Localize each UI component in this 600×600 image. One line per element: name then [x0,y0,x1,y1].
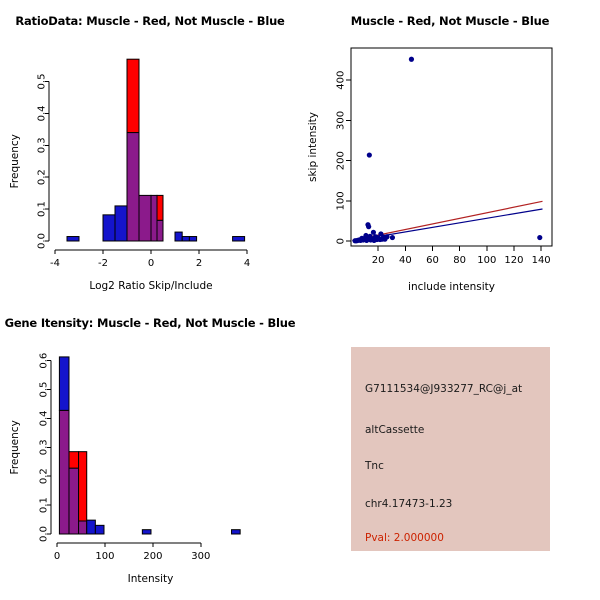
locus-label: chr4.17473-1.23 [365,498,453,510]
ratio-histogram-panel: RatioData: Muscle - Red, Not Muscle - Bl… [0,0,300,300]
x-axis-tick-label: 200 [143,551,162,562]
histogram-bar-not-muscle [66,236,80,242]
histogram-bar-muscle [126,58,140,134]
y-axis-tick-label: 0.6 [39,353,50,369]
histogram-bar-muscle [68,451,80,469]
histogram-bar-not-muscle [58,356,70,411]
histogram-bar-not-muscle [232,236,246,242]
histogram-bar-not-muscle [231,529,241,535]
scatter-point [366,224,372,230]
y-axis-tick-label: 0.0 [37,233,48,249]
x-axis-tick-label: 80 [453,255,466,266]
event-type-label: altCassette [365,424,425,436]
x-axis-tick-label: 0 [148,258,154,269]
x-axis-tick-label: 0 [54,551,60,562]
histogram-bar-not-muscle [181,236,190,242]
histogram-bar-not-muscle [94,524,105,535]
gene-symbol-label: Tnc [365,460,384,472]
scatter-point [370,229,377,235]
y-axis-tick-label: 0 [336,238,347,244]
x-axis-title: Intensity [128,573,174,585]
y-axis-tick-label: 0.3 [37,137,48,153]
y-axis-tick-label: 0.1 [39,497,50,513]
gene-info-panel: G7111534@J933277_RC@j_at altCassette Tnc… [300,300,600,600]
ratio-histogram-svg: 0.0 0.1 0.2 0.3 0.4 0.5 -4 -2 0 2 4 Log2 Ratio Skip… [9,58,250,292]
y-axis-tick-label: 400 [336,71,347,90]
scatter-point [408,56,415,62]
probe-id-label: G7111534@J933277_RC@j_at [365,383,523,395]
histogram-bar-not-muscle [86,519,96,535]
x-axis-tick-label: 4 [244,258,250,269]
histogram-bar-muscle [156,194,164,221]
histogram-bar-not-muscle [141,529,152,535]
x-axis-tick-label: 60 [426,255,439,266]
y-axis-tick-label: 0.5 [39,382,50,398]
x-axis-tick-label: -4 [50,258,60,269]
x-axis-tick-label: 100 [477,255,496,266]
scatter-point [382,236,388,242]
y-axis-tick-label: 300 [336,111,347,130]
histogram-bar-not-muscle [174,231,183,242]
intensity-scatter-panel: Muscle - Red, Not Muscle - Blue 0 100 200 3… [300,0,600,300]
x-axis-tick-label: -2 [98,258,108,269]
histogram-bar-overlap [156,219,164,242]
histogram-bar-overlap [78,520,88,535]
x-axis-title: include intensity [408,281,495,293]
y-axis-tick-label: 100 [336,191,347,210]
x-axis-title: Log2 Ratio Skip/Include [89,280,212,292]
y-axis-title: Frequency [9,420,21,474]
x-axis-tick-label: 40 [399,255,412,266]
y-axis-tick-label: 0.4 [39,410,50,426]
y-axis-title: Frequency [9,134,21,188]
gene-info-box: G7111534@J933277_RC@j_at altCassette Tnc… [351,347,550,551]
x-axis-tick-label: 20 [372,255,385,266]
y-axis-tick-label: 0.2 [39,468,50,484]
pval-label: Pval: 2.000000 [365,532,444,544]
histogram-bar-not-muscle [114,205,128,242]
scatter-point [371,237,377,243]
y-axis-tick-label: 0.5 [37,74,48,90]
gene-intensity-title: Gene Itensity: Muscle - Red, Not Muscle … [4,316,296,330]
histogram-bar-overlap [150,194,158,242]
x-axis-tick-label: 2 [196,258,202,269]
y-axis-tick-label: 0.2 [37,169,48,185]
x-axis-tick-label: 300 [191,551,210,562]
gene-intensity-panel: Gene Itensity: Muscle - Red, Not Muscle … [0,300,300,600]
gene-intensity-svg: 0.0 0.1 0.2 0.3 0.4 0.5 0.6 0 100 200 300 Intensity… [9,353,241,585]
x-axis-tick-label: 100 [95,551,114,562]
histogram-bar-muscle [78,451,88,522]
y-axis-tick-label: 0.4 [37,105,48,121]
histogram-bar-overlap [138,194,152,242]
y-axis-tick-label: 200 [336,151,347,170]
regression-line [352,200,543,241]
intensity-scatter-svg: 0 100 200 300 400 20 40 60 80 100 120 140 include in… [307,47,553,293]
y-axis-tick-label: 0.3 [39,439,50,455]
histogram-bar-overlap [68,467,80,535]
histogram-bar-not-muscle [102,214,116,242]
scatter-point [389,234,396,241]
histogram-bar-not-muscle [188,236,198,242]
intensity-scatter-title: Muscle - Red, Not Muscle - Blue [350,14,550,28]
histogram-bar-overlap [126,132,140,242]
plot-box [350,47,553,247]
y-axis-tick-label: 0.0 [39,526,50,542]
scatter-point [364,237,370,243]
scatter-point [366,152,372,158]
ratio-histogram-title: RatioData: Muscle - Red, Not Muscle - Bl… [15,14,285,28]
histogram-bar-overlap [58,409,70,535]
scatter-point [537,234,543,241]
y-axis-tick-label: 0.1 [37,201,48,217]
x-axis-tick-label: 140 [532,255,551,266]
x-axis-tick-label: 120 [504,255,523,266]
y-axis-title: skip intensity [307,112,319,182]
scatter-point [352,238,358,244]
